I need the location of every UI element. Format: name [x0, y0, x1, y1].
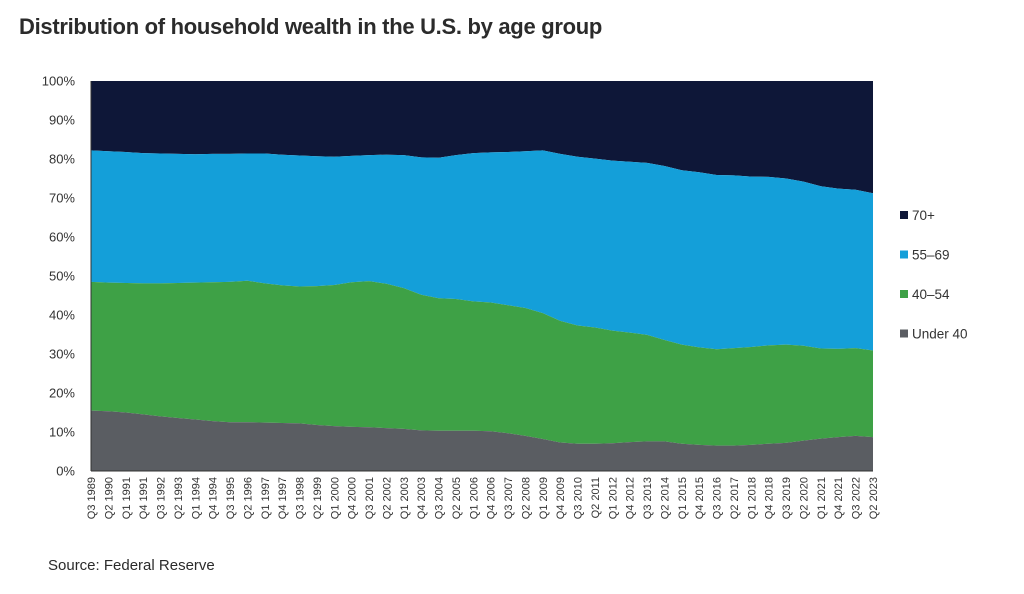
x-tick-label: Q3 2013 — [642, 477, 654, 519]
legend-swatch-55-69 — [900, 250, 908, 259]
x-tick-label: Q2 2023 — [868, 477, 880, 519]
x-tick-label: Q4 2003 — [416, 477, 428, 519]
x-tick-label: Q4 1994 — [208, 477, 220, 519]
x-tick-label: Q1 2000 — [329, 477, 341, 519]
x-tick-label: Q1 1997 — [260, 477, 272, 519]
x-tick-label: Q3 2007 — [503, 477, 515, 519]
legend-swatch-40-54 — [900, 290, 908, 298]
y-tick-label: 30% — [49, 347, 75, 362]
x-tick-label: Q3 2001 — [364, 477, 376, 519]
legend-label-40-54: 40–54 — [912, 287, 950, 302]
x-tick-label: Q4 2009 — [555, 477, 567, 519]
y-axis-ticks: 0% 10% 20% 30% 40% 50% 60% 70% 80% 90% 100% — [42, 74, 76, 479]
x-tick-label: Q2 1999 — [312, 477, 324, 519]
x-axis-ticks: Q3 1989 Q2 1990 Q1 1991 Q4 1991 Q3 1992 Q2 19… — [86, 477, 880, 519]
x-tick-label: Q2 2011 — [590, 477, 602, 518]
source-note: Source: Federal Reserve — [48, 557, 215, 574]
x-tick-label: Q1 2021 — [816, 477, 828, 519]
x-tick-label: Q2 2005 — [451, 477, 463, 519]
x-tick-label: Q3 2004 — [434, 477, 446, 519]
axes-layer — [90, 81, 873, 472]
x-tick-label: Q3 2019 — [781, 477, 793, 519]
x-tick-label: Q3 1989 — [86, 477, 98, 519]
y-tick-label: 10% — [49, 425, 75, 440]
x-tick-label: Q4 2015 — [694, 477, 706, 519]
x-tick-label: Q4 2018 — [764, 477, 776, 519]
legend-swatch-70 — [900, 211, 908, 219]
x-tick-label: Q2 2017 — [729, 477, 741, 519]
x-tick-label: Q1 2003 — [399, 477, 411, 519]
legend: 70+ 55–69 40–54 Under 40 — [900, 208, 968, 342]
legend-label-55-69: 55–69 — [912, 248, 950, 263]
x-tick-label: Q3 2016 — [712, 477, 724, 519]
x-tick-label: Q2 2014 — [659, 477, 671, 519]
y-tick-label: 100% — [42, 74, 76, 89]
x-tick-label: Q3 2010 — [573, 477, 585, 519]
y-tick-label: 60% — [49, 230, 75, 245]
x-tick-label: Q1 1994 — [190, 477, 202, 519]
x-tick-label: Q3 1998 — [295, 477, 307, 519]
x-tick-label: Q4 2000 — [347, 477, 359, 519]
x-tick-label: Q1 2012 — [607, 477, 619, 519]
x-tick-label: Q2 2008 — [520, 477, 532, 519]
areas-layer — [91, 81, 873, 471]
x-tick-label: Q1 2009 — [538, 477, 550, 519]
x-tick-label: Q2 1990 — [103, 477, 115, 519]
y-tick-label: 0% — [56, 464, 75, 479]
x-tick-label: Q2 1993 — [173, 477, 185, 519]
y-tick-label: 20% — [49, 386, 75, 401]
area-under-40 — [91, 410, 873, 471]
x-tick-label: Q4 2012 — [625, 477, 637, 519]
area-55-69 — [91, 150, 873, 351]
y-tick-label: 70% — [49, 191, 75, 206]
legend-label-under-40: Under 40 — [912, 327, 968, 342]
x-tick-label: Q1 2006 — [468, 477, 480, 519]
x-tick-label: Q4 1997 — [277, 477, 289, 519]
x-tick-label: Q4 2021 — [833, 477, 845, 519]
x-tick-label: Q1 2015 — [677, 477, 689, 519]
x-tick-label: Q4 2006 — [486, 477, 498, 519]
legend-swatch-under-40 — [900, 329, 908, 338]
x-tick-label: Q2 2020 — [798, 477, 810, 519]
x-tick-label: Q3 1995 — [225, 477, 237, 519]
area-70 — [91, 81, 873, 194]
y-tick-label: 40% — [49, 308, 75, 323]
legend-label-70: 70+ — [912, 208, 935, 223]
x-tick-label: Q1 1991 — [121, 477, 133, 519]
y-tick-label: 50% — [49, 269, 75, 284]
x-tick-label: Q3 1992 — [156, 477, 168, 519]
x-tick-label: Q2 1996 — [242, 477, 254, 519]
y-tick-label: 90% — [49, 113, 75, 128]
y-tick-label: 80% — [49, 152, 75, 167]
x-tick-label: Q2 2002 — [381, 477, 393, 519]
x-tick-label: Q4 1991 — [138, 477, 150, 519]
x-tick-label: Q1 2018 — [746, 477, 758, 519]
area-40-54 — [91, 280, 873, 446]
x-tick-label: Q3 2022 — [851, 477, 863, 519]
chart-title: Distribution of household wealth in the … — [19, 14, 603, 39]
